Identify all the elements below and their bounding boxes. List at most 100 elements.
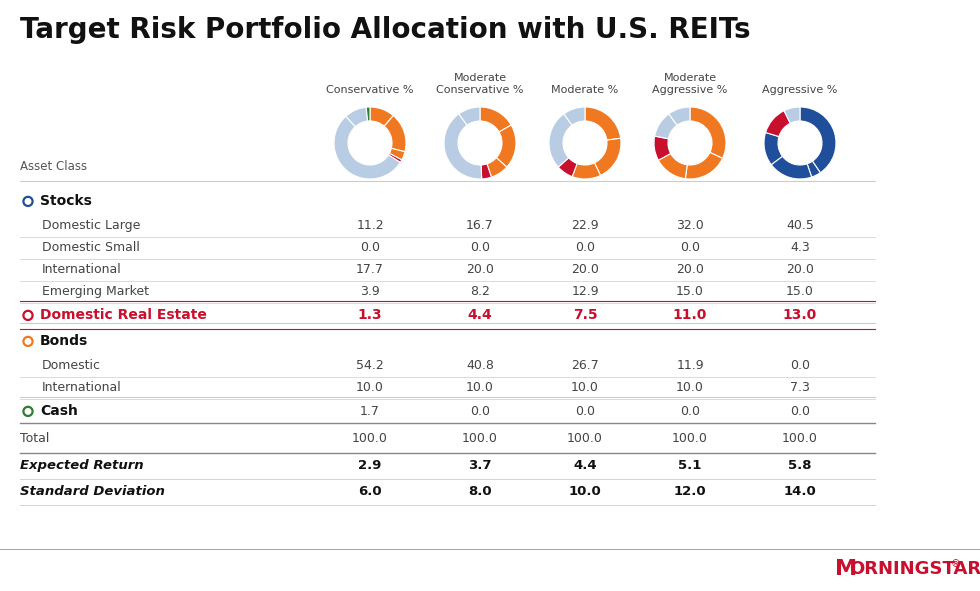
Circle shape (25, 339, 30, 344)
Text: International: International (42, 264, 122, 277)
Text: 100.0: 100.0 (672, 431, 708, 444)
Text: 11.2: 11.2 (356, 219, 384, 232)
Wedge shape (764, 132, 782, 165)
Text: Asset Class: Asset Class (20, 160, 87, 173)
Text: Domestic Real Estate: Domestic Real Estate (40, 309, 207, 323)
Text: 0.0: 0.0 (575, 241, 595, 254)
Text: Stocks: Stocks (40, 194, 92, 209)
Text: 100.0: 100.0 (462, 431, 498, 444)
Text: 14.0: 14.0 (784, 485, 816, 498)
Text: 10.0: 10.0 (356, 381, 384, 394)
Text: 1.3: 1.3 (358, 309, 382, 323)
Wedge shape (481, 164, 491, 179)
Wedge shape (771, 156, 811, 179)
Wedge shape (384, 116, 406, 152)
Circle shape (23, 196, 33, 206)
Text: 12.9: 12.9 (571, 285, 599, 298)
Text: 26.7: 26.7 (571, 359, 599, 372)
Text: 10.0: 10.0 (571, 381, 599, 394)
Circle shape (23, 407, 33, 417)
Text: ORNINGSTAR: ORNINGSTAR (849, 560, 980, 578)
Wedge shape (784, 107, 800, 124)
Text: 6.0: 6.0 (358, 485, 382, 498)
Text: 0.0: 0.0 (680, 241, 700, 254)
Wedge shape (585, 107, 620, 140)
Text: 0.0: 0.0 (575, 405, 595, 418)
Wedge shape (444, 114, 482, 179)
Wedge shape (655, 114, 677, 139)
Text: 3.7: 3.7 (468, 459, 492, 472)
Wedge shape (459, 107, 480, 125)
Text: Domestic: Domestic (42, 359, 101, 372)
Wedge shape (559, 158, 577, 177)
Text: Aggressive %: Aggressive % (762, 85, 838, 95)
Text: 10.0: 10.0 (568, 485, 602, 498)
Text: 10.0: 10.0 (466, 381, 494, 394)
Wedge shape (659, 154, 687, 178)
Text: M: M (835, 559, 858, 579)
Wedge shape (765, 111, 790, 137)
Text: Moderate: Moderate (663, 73, 716, 83)
Text: ®: ® (951, 559, 960, 569)
Circle shape (25, 313, 30, 318)
Circle shape (25, 408, 30, 414)
Text: 0.0: 0.0 (470, 405, 490, 418)
Text: 40.8: 40.8 (466, 359, 494, 372)
Text: Conservative %: Conservative % (436, 85, 523, 95)
Text: 11.0: 11.0 (673, 309, 708, 323)
Text: 8.0: 8.0 (468, 485, 492, 498)
Circle shape (23, 336, 33, 346)
Wedge shape (685, 152, 722, 179)
Wedge shape (690, 107, 726, 158)
Text: 0.0: 0.0 (790, 359, 810, 372)
Text: 2.9: 2.9 (359, 459, 381, 472)
Text: Target Risk Portfolio Allocation with U.S. REITs: Target Risk Portfolio Allocation with U.… (20, 16, 751, 44)
Text: Expected Return: Expected Return (20, 459, 144, 472)
Text: 20.0: 20.0 (571, 264, 599, 277)
Text: Cash: Cash (40, 404, 77, 418)
Text: 4.3: 4.3 (790, 241, 809, 254)
Wedge shape (800, 107, 836, 173)
Wedge shape (808, 161, 820, 177)
Text: 13.0: 13.0 (783, 309, 817, 323)
Text: 15.0: 15.0 (786, 285, 814, 298)
Text: 40.5: 40.5 (786, 219, 814, 232)
Text: International: International (42, 381, 122, 394)
Wedge shape (549, 114, 572, 167)
Wedge shape (389, 148, 405, 160)
Text: Domestic Small: Domestic Small (42, 241, 140, 254)
Text: Bonds: Bonds (40, 335, 88, 349)
Wedge shape (595, 138, 621, 176)
Text: 0.0: 0.0 (360, 241, 380, 254)
Text: 20.0: 20.0 (786, 264, 814, 277)
Text: 5.8: 5.8 (788, 459, 811, 472)
Wedge shape (654, 136, 670, 160)
Text: 22.9: 22.9 (571, 219, 599, 232)
Text: 5.1: 5.1 (678, 459, 702, 472)
Text: 100.0: 100.0 (352, 431, 388, 444)
Text: 0.0: 0.0 (680, 405, 700, 418)
Wedge shape (388, 153, 402, 163)
Text: Domestic Large: Domestic Large (42, 219, 140, 232)
Text: 11.9: 11.9 (676, 359, 704, 372)
Text: 3.9: 3.9 (360, 285, 380, 298)
Wedge shape (370, 107, 393, 126)
Text: 4.4: 4.4 (573, 459, 597, 472)
Text: 100.0: 100.0 (567, 431, 603, 444)
Wedge shape (572, 163, 601, 179)
Text: 0.0: 0.0 (470, 241, 490, 254)
Text: Emerging Market: Emerging Market (42, 285, 149, 298)
Text: 12.0: 12.0 (673, 485, 707, 498)
Text: 7.3: 7.3 (790, 381, 809, 394)
Text: Aggressive %: Aggressive % (653, 85, 728, 95)
Wedge shape (564, 107, 585, 125)
Text: Total: Total (20, 431, 49, 444)
Text: 1.7: 1.7 (360, 405, 380, 418)
Wedge shape (668, 107, 690, 125)
Text: 15.0: 15.0 (676, 285, 704, 298)
Text: 16.7: 16.7 (466, 219, 494, 232)
Text: 20.0: 20.0 (466, 264, 494, 277)
Circle shape (23, 310, 33, 320)
Wedge shape (346, 107, 368, 126)
Wedge shape (487, 158, 507, 177)
